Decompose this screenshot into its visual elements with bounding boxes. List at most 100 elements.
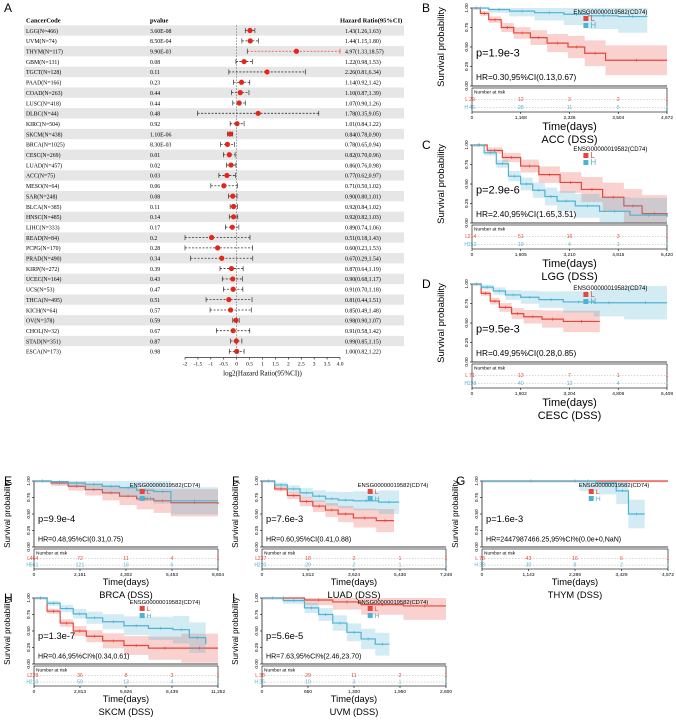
km-p-value: p=1.9e-3 bbox=[476, 47, 520, 59]
km-legend-label-l: L bbox=[590, 290, 595, 299]
km-y-tick-label: 1.00 bbox=[464, 140, 470, 150]
km-x-tick-label: 0 bbox=[471, 252, 474, 258]
km-gene-label: ENSG00000019582(CD74) bbox=[573, 146, 647, 153]
km-y-tick-label: 0.00 bbox=[254, 542, 260, 552]
km-risk-count: 16 bbox=[123, 563, 129, 569]
forest-row-hr: 0.82(0.70,0.96) bbox=[345, 152, 381, 159]
km-risk-count: 2 bbox=[620, 563, 623, 569]
km-y-tick-label: 1.00 bbox=[254, 476, 260, 486]
km-risk-count: 3 bbox=[617, 234, 620, 240]
km-legend-swatch-l bbox=[367, 489, 373, 494]
km-legend-swatch-h bbox=[139, 613, 145, 618]
forest-row-p: 9.90E-03 bbox=[150, 50, 172, 56]
forest-header-hr: Hazard Ratio(95%CI) bbox=[340, 18, 402, 25]
km-y-tick-label: 1.00 bbox=[254, 593, 260, 603]
km-x-tick-label: 2,286 bbox=[569, 572, 581, 578]
km-x-tick-label: 1,605 bbox=[515, 252, 527, 258]
forest-header-p: pvalue bbox=[150, 18, 169, 25]
forest-point bbox=[233, 338, 239, 344]
km-risk-count: 1 bbox=[399, 680, 402, 686]
km-y-tick-label: 0.00 bbox=[464, 218, 470, 228]
km-x-label: Time(days) bbox=[542, 258, 597, 270]
forest-row-hr: 0.91(0.70,1.18) bbox=[345, 287, 381, 294]
km-risk-count: 1 bbox=[666, 373, 669, 379]
km-risk-count: 561 bbox=[30, 563, 39, 569]
km-risk-count: 210 bbox=[30, 680, 39, 686]
forest-row-hr: 0.84(0.78,0.90) bbox=[345, 131, 381, 138]
forest-row-band bbox=[24, 128, 404, 140]
km-x-tick-label: 4,815 bbox=[612, 252, 624, 258]
km-x-tick-label: 650 bbox=[304, 689, 312, 695]
km-x-tick-label: 0 bbox=[471, 115, 474, 121]
km-legend-swatch-l bbox=[588, 489, 594, 494]
km-cancer-label: BRCA (DSS) bbox=[99, 590, 152, 600]
km-legend-label-l: L bbox=[590, 151, 595, 160]
forest-row-code: PAAD(N=166) bbox=[26, 80, 61, 87]
km-risk-count: 214 bbox=[468, 234, 477, 240]
km-risk-count: 72 bbox=[77, 556, 83, 562]
km-y-tick-label: 0.00 bbox=[474, 542, 480, 552]
km-legend-swatch-h bbox=[583, 299, 589, 304]
km-cancer-label: UVM (DSS) bbox=[330, 707, 379, 717]
forest-x-tick-label: 4.0 bbox=[337, 362, 344, 368]
forest-row-band bbox=[24, 25, 404, 36]
km-risk-count: 1 bbox=[667, 563, 670, 569]
forest-point bbox=[255, 110, 261, 116]
km-risk-title: Number at risk bbox=[36, 551, 68, 557]
km-risk-count: 1 bbox=[666, 234, 669, 240]
km-risk-title: Number at risk bbox=[484, 551, 516, 557]
km-risk-count: 2 bbox=[617, 97, 620, 103]
km-cancer-label: CESC (DSS) bbox=[538, 410, 602, 422]
km-risk-count: 38 bbox=[479, 563, 485, 569]
forest-row-hr: 1.00(0.82,1.22) bbox=[345, 349, 381, 356]
forest-row-p: 0.43 bbox=[150, 277, 160, 283]
km-curve-h bbox=[482, 480, 645, 515]
km-risk-count: 11 bbox=[123, 556, 128, 562]
forest-row-code: LGG(N=466) bbox=[26, 28, 58, 35]
km-cancer-label: SKCM (DSS) bbox=[98, 707, 153, 717]
km-p-value: p=9.5e-3 bbox=[476, 323, 520, 335]
forest-row-hr: 1.22(0.98,1.53) bbox=[345, 59, 381, 66]
forest-x-tick-label: 1.5 bbox=[272, 362, 279, 368]
km-risk-group-l: L bbox=[27, 556, 30, 562]
km-risk-count: 1 bbox=[445, 680, 448, 686]
km-x-label: Time(days) bbox=[103, 694, 149, 704]
forest-point bbox=[230, 328, 236, 334]
forest-row-hr: 1.14(0.92,1.42) bbox=[345, 80, 381, 87]
forest-x-tick-label: -1.5 bbox=[194, 362, 203, 368]
km-curve-h bbox=[472, 144, 668, 217]
km-risk-group-h: H bbox=[254, 680, 258, 686]
panel-letter-e: E bbox=[4, 474, 12, 488]
km-x-label: Time(days) bbox=[542, 397, 597, 409]
forest-row-code: PRAD(N=490) bbox=[26, 256, 62, 263]
km-hazard-ratio: HR=2447987466.25,95%CI%(0.0e+0,NaN) bbox=[486, 537, 621, 544]
km-risk-count: 228 bbox=[30, 673, 39, 679]
forest-x-tick-label: 2 bbox=[287, 362, 290, 368]
km-y-tick-label: 0.50 bbox=[464, 318, 470, 328]
forest-row-p: 0.2 bbox=[150, 236, 157, 242]
km-legend-swatch-l bbox=[583, 292, 589, 297]
km-x-tick-label: 1,812 bbox=[302, 572, 314, 578]
km-risk-count: 5 bbox=[617, 105, 620, 111]
forest-row-p: 0.28 bbox=[150, 246, 160, 252]
forest-row-code: STAD(N=351) bbox=[26, 338, 61, 345]
forest-row-hr: 0.86(0.76,0.98) bbox=[345, 162, 381, 169]
km-curve-h bbox=[472, 283, 667, 304]
panel-letter-h: H bbox=[4, 591, 13, 605]
km-ci-band-l bbox=[34, 598, 218, 664]
km-risk-title: Number at risk bbox=[474, 90, 506, 96]
km-risk-count: 19 bbox=[518, 242, 524, 248]
forest-point bbox=[238, 79, 245, 85]
km-x-tick-label: 2,151 bbox=[74, 572, 86, 578]
km-legend-swatch-h bbox=[367, 613, 373, 618]
km-curve-l bbox=[472, 144, 668, 217]
km-y-tick-label: 0.00 bbox=[464, 357, 470, 367]
km-p-value: p=9.9e-4 bbox=[38, 514, 75, 524]
forest-row-p: 0.34 bbox=[150, 257, 160, 263]
forest-point bbox=[228, 162, 234, 168]
km-y-tick-label: 0.00 bbox=[464, 81, 470, 91]
forest-point bbox=[226, 297, 232, 303]
forest-point bbox=[230, 214, 237, 220]
